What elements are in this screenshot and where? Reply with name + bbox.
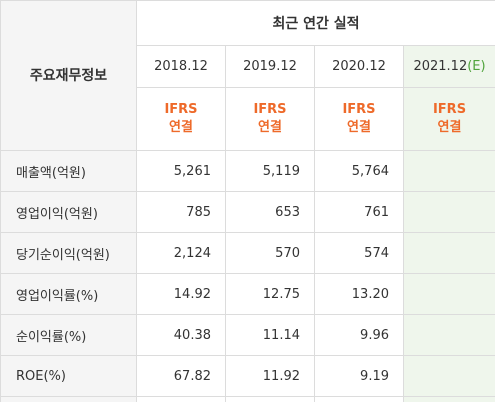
value-cell: 5,261: [136, 150, 226, 192]
table-row-roe: ROE(%) 67.82 11.92 9.19: [0, 355, 495, 397]
basis-standard: IFRS: [342, 102, 376, 117]
row-label: ROE(%): [0, 355, 137, 397]
basis-scope: 연결: [169, 120, 193, 135]
value-cell: 12.75: [225, 273, 315, 315]
basis-scope: 연결: [437, 120, 462, 135]
table-row-revenue: 매출액(억원) 5,261 5,119 5,764: [0, 150, 495, 192]
period-header-2021-estimate: 2021.12(E): [402, 45, 495, 88]
value-cell: 14.92: [136, 273, 226, 315]
row-label: 영업이익(억원): [0, 191, 137, 233]
value-cell: 574: [314, 232, 404, 274]
estimate-mark: (E): [467, 59, 486, 74]
row-header-cell: 주요재무정보: [0, 0, 137, 151]
value-cell: 9.19: [314, 355, 404, 397]
table-row-operating-profit: 영업이익(억원) 785 653 761: [0, 191, 495, 233]
value-cell-partial: [314, 396, 404, 402]
row-header-label: 주요재무정보: [29, 67, 108, 84]
row-label-partial: [0, 396, 137, 402]
row-label: 당기순이익(억원): [0, 232, 137, 274]
value-cell-partial: [136, 396, 226, 402]
estimate-value-cell: [402, 191, 495, 233]
basis-header-2018: IFRS 연결: [136, 87, 226, 151]
table-row-operating-margin: 영업이익률(%) 14.92 12.75 13.20: [0, 273, 495, 315]
value-cell: 785: [136, 191, 226, 233]
table-row-net-income: 당기순이익(억원) 2,124 570 574: [0, 232, 495, 274]
value-cell: 11.92: [225, 355, 315, 397]
basis-scope: 연결: [347, 120, 371, 135]
basis-standard: IFRS: [164, 102, 198, 117]
basis-scope: 연결: [258, 120, 282, 135]
basis-header-2021: IFRS 연결: [402, 87, 495, 151]
value-cell: 11.14: [225, 314, 315, 356]
basis-standard: IFRS: [432, 102, 467, 117]
basis-standard: IFRS: [253, 102, 287, 117]
value-cell: 5,764: [314, 150, 404, 192]
basis-header-2020: IFRS 연결: [314, 87, 404, 151]
estimate-value-cell-partial: [402, 396, 495, 402]
value-cell-partial: [225, 396, 315, 402]
row-label: 매출액(억원): [0, 150, 137, 192]
period-header-2018: 2018.12: [136, 45, 226, 88]
table-row-partial: [0, 396, 495, 402]
estimate-value-cell: [402, 273, 495, 315]
estimate-value-cell: [402, 232, 495, 274]
value-cell: 653: [225, 191, 315, 233]
row-label: 영업이익률(%): [0, 273, 137, 315]
value-cell: 40.38: [136, 314, 226, 356]
estimate-value-cell: [402, 355, 495, 397]
value-cell: 67.82: [136, 355, 226, 397]
estimate-value-cell: [402, 150, 495, 192]
period-header-2019: 2019.12: [225, 45, 315, 88]
estimate-value-cell: [402, 314, 495, 356]
financial-table: 주요재무정보 최근 연간 실적 2018.12 2019.12 2020.12 …: [0, 0, 495, 402]
value-cell: 570: [225, 232, 315, 274]
value-cell: 9.96: [314, 314, 404, 356]
period-header-2020: 2020.12: [314, 45, 404, 88]
section-title: 최근 연간 실적: [135, 0, 495, 46]
value-cell: 5,119: [225, 150, 315, 192]
value-cell: 2,124: [136, 232, 226, 274]
basis-header-2019: IFRS 연결: [225, 87, 315, 151]
value-cell: 13.20: [314, 273, 404, 315]
period-2021-label: 2021.12: [413, 59, 468, 74]
value-cell: 761: [314, 191, 404, 233]
row-label: 순이익률(%): [0, 314, 137, 356]
table-row-net-margin: 순이익률(%) 40.38 11.14 9.96: [0, 314, 495, 356]
